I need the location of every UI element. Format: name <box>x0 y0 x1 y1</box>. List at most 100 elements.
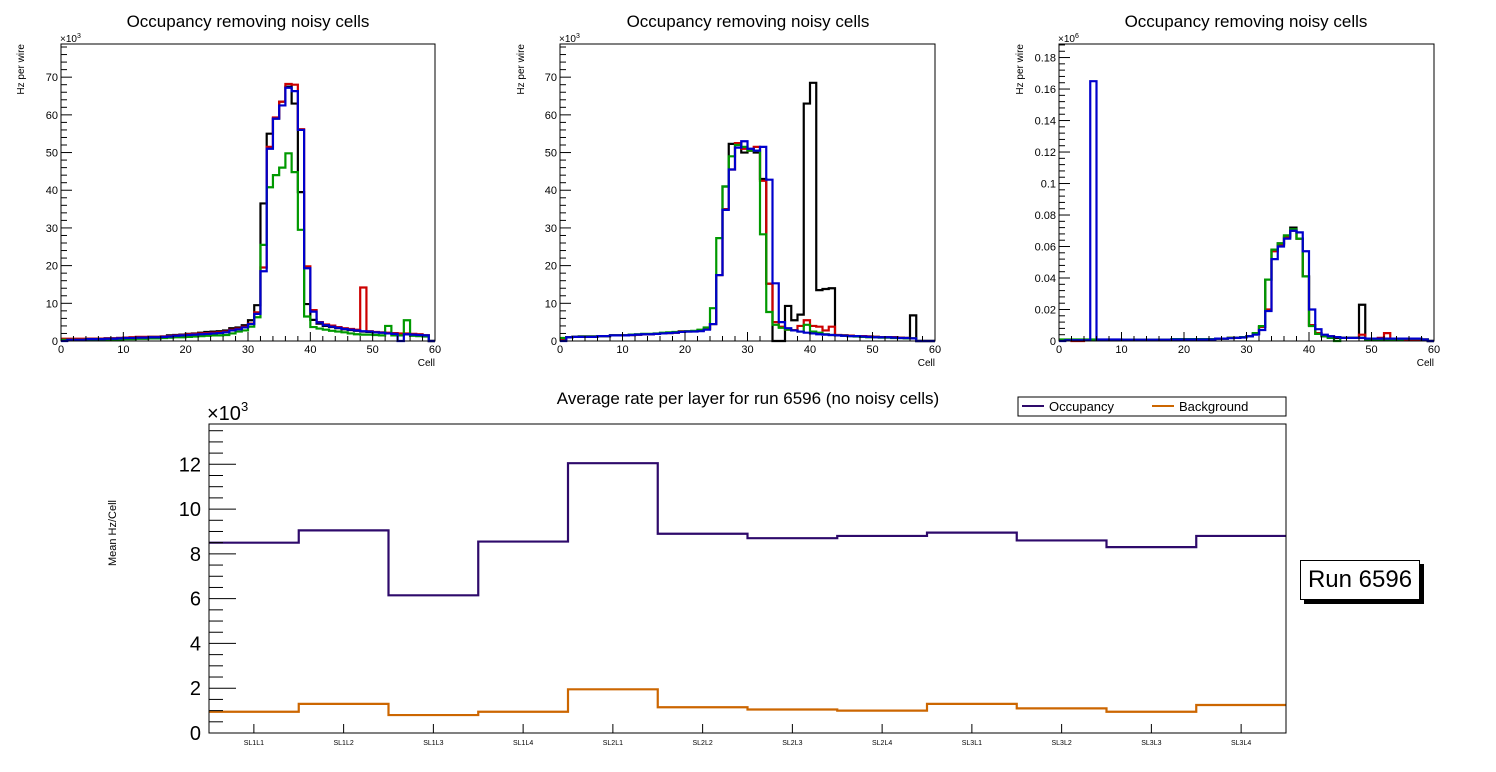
category-label: SL2L3 <box>782 740 802 747</box>
plot-frame <box>1058 43 1435 342</box>
category-label: SL1L2 <box>334 740 354 747</box>
y-tick-label: 0 <box>52 336 58 348</box>
y-tick-label: 70 <box>46 72 58 84</box>
x-tick-label: 60 <box>429 344 441 356</box>
y-tick-label: 40 <box>46 185 58 197</box>
x-tick-label: 20 <box>1178 344 1190 356</box>
run-label: Run 6596 <box>1307 566 1413 593</box>
y-multiplier-label: ×103 <box>559 33 580 45</box>
y-tick-label: 0 <box>1050 336 1056 348</box>
series-green <box>560 143 935 343</box>
series-red <box>61 82 435 343</box>
y-tick-label: 4 <box>190 633 201 655</box>
x-tick-label: 60 <box>929 344 941 356</box>
x-tick-label: 50 <box>866 344 878 356</box>
y-tick-label: 0.06 <box>1035 242 1056 254</box>
summary-panel: Average rate per layer for run 6596 (no … <box>107 389 1287 747</box>
y-tick-label: 8 <box>190 544 201 566</box>
y-tick-label: 10 <box>545 298 557 310</box>
y-tick-label: 30 <box>46 223 58 235</box>
histogram-panel-2: Occupancy removing noisy cells 0 10 20 30 40 5… <box>516 12 941 369</box>
histogram-panel-3: Occupancy removing noisy cells 0 10 20 30 40 5… <box>1015 12 1440 369</box>
x-axis-title: Cell <box>918 358 935 369</box>
y-tick-label: 30 <box>545 223 557 235</box>
y-tick-label: 12 <box>179 454 201 476</box>
x-tick-label: 20 <box>180 344 192 356</box>
y-axis-title: Hz per wire <box>1015 44 1026 95</box>
histogram-panel-1: Occupancy removing noisy cells 0 10 20 30 40 5… <box>16 12 441 369</box>
y-tick-label: 40 <box>545 185 557 197</box>
y-tick-label: 0.08 <box>1035 210 1056 222</box>
x-axis-title: Cell <box>418 358 435 369</box>
category-label: SL2L4 <box>872 740 892 747</box>
category-label: SL1L1 <box>244 740 264 747</box>
y-axis-title: Mean Hz/Cell <box>107 500 119 566</box>
x-tick-label: 40 <box>804 344 816 356</box>
plot-frame <box>559 43 936 342</box>
chart-title: Occupancy removing noisy cells <box>627 12 870 31</box>
x-tick-label: 10 <box>117 344 129 356</box>
series-red <box>1059 229 1434 343</box>
category-label: SL3L3 <box>1141 740 1161 747</box>
legend-label-background: Background <box>1179 399 1248 414</box>
series-green <box>61 152 435 343</box>
y-tick-label: 50 <box>545 148 557 160</box>
y-tick-label: 70 <box>545 72 557 84</box>
series-blue <box>560 140 935 343</box>
plot-frame <box>208 423 1287 734</box>
x-axis-title: Cell <box>1417 358 1434 369</box>
category-label: SL3L4 <box>1231 740 1251 747</box>
x-tick-label: 20 <box>679 344 691 356</box>
y-tick-label: 10 <box>179 499 201 521</box>
series-black <box>61 85 435 343</box>
legend-label-occupancy: Occupancy <box>1049 399 1115 414</box>
y-tick-label: 2 <box>190 678 201 700</box>
series-green <box>1059 228 1434 343</box>
chart-title: Average rate per layer for run 6596 (no … <box>557 389 939 408</box>
x-tick-label: 50 <box>367 344 379 356</box>
x-tick-label: 30 <box>1240 344 1252 356</box>
category-label: SL3L2 <box>1052 740 1072 747</box>
x-tick-label: 40 <box>304 344 316 356</box>
y-axis-title: Hz per wire <box>16 44 27 95</box>
y-tick-label: 0 <box>551 336 557 348</box>
category-label: SL1L4 <box>513 740 533 747</box>
y-tick-label: 50 <box>46 148 58 160</box>
x-tick-label: 10 <box>616 344 628 356</box>
x-tick-label: 30 <box>242 344 254 356</box>
y-tick-label: 20 <box>46 261 58 273</box>
series-red <box>560 142 935 343</box>
x-tick-label: 0 <box>1056 344 1062 356</box>
y-axis-title: Hz per wire <box>516 44 527 95</box>
y-tick-label: 0.14 <box>1035 116 1056 128</box>
chart-title: Occupancy removing noisy cells <box>127 12 370 31</box>
y-multiplier-label: ×106 <box>1058 33 1079 45</box>
category-label: SL2L1 <box>603 740 623 747</box>
legend: Occupancy Background <box>1017 396 1287 417</box>
y-tick-label: 0.02 <box>1035 305 1056 317</box>
y-tick-label: 60 <box>46 110 58 122</box>
category-label: SL2L2 <box>693 740 713 747</box>
y-tick-label: 0.18 <box>1035 53 1056 65</box>
x-tick-label: 60 <box>1428 344 1440 356</box>
y-tick-label: 0.12 <box>1035 147 1056 159</box>
x-tick-label: 0 <box>58 344 64 356</box>
category-label: SL1L3 <box>423 740 443 747</box>
chart-title: Occupancy removing noisy cells <box>1125 12 1368 31</box>
y-tick-label: 0.1 <box>1041 179 1056 191</box>
series-blue <box>1059 80 1434 343</box>
y-tick-label: 0 <box>190 723 201 745</box>
plot-frame <box>60 43 436 342</box>
series-black <box>560 81 935 343</box>
y-multiplier-label: ×103 <box>60 33 81 45</box>
y-tick-label: 6 <box>190 589 201 611</box>
x-tick-label: 0 <box>557 344 563 356</box>
x-tick-label: 50 <box>1365 344 1377 356</box>
category-label: SL3L1 <box>962 740 982 747</box>
run-label-box: Run 6596 <box>1300 560 1420 600</box>
y-tick-label: 60 <box>545 110 557 122</box>
y-tick-label: 10 <box>46 298 58 310</box>
x-tick-label: 40 <box>1303 344 1315 356</box>
series-black <box>1059 226 1434 343</box>
